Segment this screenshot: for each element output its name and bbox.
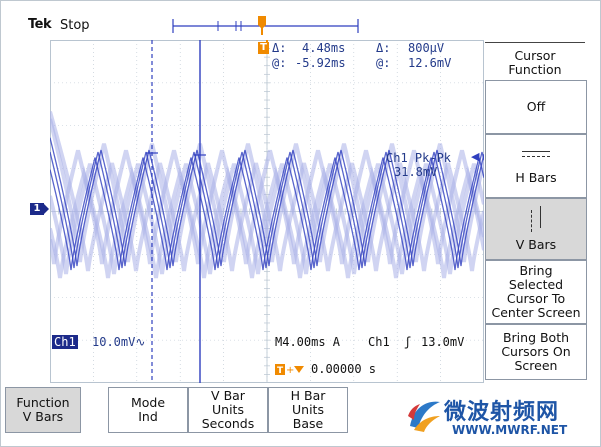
bring-selected-line2: Selected — [508, 277, 564, 292]
svg-text:+: + — [286, 365, 294, 376]
at-volt-value: 12.6mV — [408, 56, 452, 70]
trigger-channel: Ch1 — [368, 335, 390, 349]
h-bar-units-line2: Units — [292, 402, 324, 417]
arrow-right-icon — [43, 203, 49, 215]
arrow-left-icon: ◀ — [471, 150, 480, 163]
v-bar-units-line2: Units — [212, 402, 244, 417]
v-bar-units-value: Seconds — [201, 416, 255, 431]
channel-1-marker: 1 — [30, 203, 44, 215]
at-time-value: -5.92ms — [295, 56, 346, 70]
bring-both-line3: Screen — [514, 358, 558, 373]
delta-time-label: Δ: — [272, 41, 287, 55]
h-bars-button[interactable]: H Bars — [485, 134, 587, 198]
v-bars-button[interactable]: V Bars — [485, 198, 587, 260]
v-bars-label: V Bars — [515, 237, 557, 252]
trigger-position: 0.00000 s — [311, 362, 377, 376]
h-bar-units-button[interactable]: H Bar Units Base — [268, 387, 348, 433]
svg-text:T: T — [277, 366, 284, 376]
side-menu-title: Cursor Function — [485, 42, 585, 85]
v-bars-icon — [526, 206, 546, 234]
delta-volt-value: 800μV — [408, 41, 445, 55]
watermark-title: 微波射频网 — [444, 400, 560, 425]
mode-value: Ind — [138, 409, 158, 424]
bring-selected-line3: Cursor To — [506, 291, 566, 306]
bring-both-line2: Cursors On — [501, 344, 571, 359]
side-menu-title-line1: Cursor — [514, 48, 556, 63]
trigger-position-top-marker — [257, 14, 267, 29]
persistence-trace — [50, 118, 484, 263]
bring-selected-line1: Bring — [519, 263, 553, 278]
ch1-trace — [50, 137, 484, 267]
timebase: M4.00ms A — [275, 335, 341, 349]
v-bar-units-line1: V Bar — [211, 388, 245, 403]
trigger-slope-icon: ʃ — [404, 335, 412, 349]
delta-time-value: 4.48ms — [302, 41, 346, 55]
delta-volt-label: Δ: — [376, 41, 391, 55]
trigger-badge: T — [258, 42, 269, 54]
cursor-off-button[interactable]: Off — [485, 80, 587, 134]
ch1-badge: Ch1 — [52, 335, 78, 349]
watermark: 微波射频网 WWW.MWRF.NET — [400, 392, 590, 440]
trigger-level: 13.0mV — [421, 335, 465, 349]
persistence-trace — [50, 111, 484, 272]
mode-ind-button[interactable]: Mode Ind — [108, 387, 188, 433]
pk-pk-value: 31.8mV — [394, 165, 438, 179]
h-bars-icon — [522, 151, 550, 152]
bring-both-line1: Bring Both — [502, 330, 570, 345]
mode-label: Mode — [130, 395, 166, 410]
ch1-scale: 10.0mV∿ — [92, 335, 146, 349]
h-bar-units-line1: H Bar — [290, 388, 326, 403]
function-label: Function — [16, 395, 70, 410]
h-bar-units-value: Base — [292, 416, 324, 431]
h-bars-icon-bottom — [522, 156, 550, 157]
cursor-side-menu: Cursor Function Off H Bars V Bars Bring … — [485, 40, 587, 383]
persistence-trace — [50, 149, 484, 265]
record-view-bar — [172, 17, 359, 35]
h-bars-label: H Bars — [515, 170, 557, 185]
pk-pk-label: Ch1 Pk-Pk — [386, 151, 452, 165]
side-menu-title-line2: Function — [508, 62, 562, 77]
brand-logo: Tek — [28, 17, 52, 32]
waveform-graticule — [50, 40, 484, 383]
at-volt-label: @: — [376, 56, 391, 70]
bring-selected-cursor-button[interactable]: Bring Selected Cursor To Center Screen — [485, 260, 587, 324]
acquisition-status: Stop — [60, 18, 90, 33]
watermark-url: WWW.MWRF.NET — [452, 423, 568, 437]
function-v-bars-button[interactable]: Function V Bars — [5, 387, 81, 433]
bring-both-cursors-button[interactable]: Bring Both Cursors On Screen — [485, 324, 587, 380]
trigger-position-icon: T + — [275, 362, 307, 376]
at-time-label: @: — [272, 56, 287, 70]
bring-selected-line4: Center Screen — [491, 305, 581, 320]
v-bar-units-button[interactable]: V Bar Units Seconds — [188, 387, 268, 433]
watermark-logo-icon — [408, 401, 440, 432]
cursor-off-label: Off — [526, 99, 546, 114]
function-value: V Bars — [22, 409, 64, 424]
